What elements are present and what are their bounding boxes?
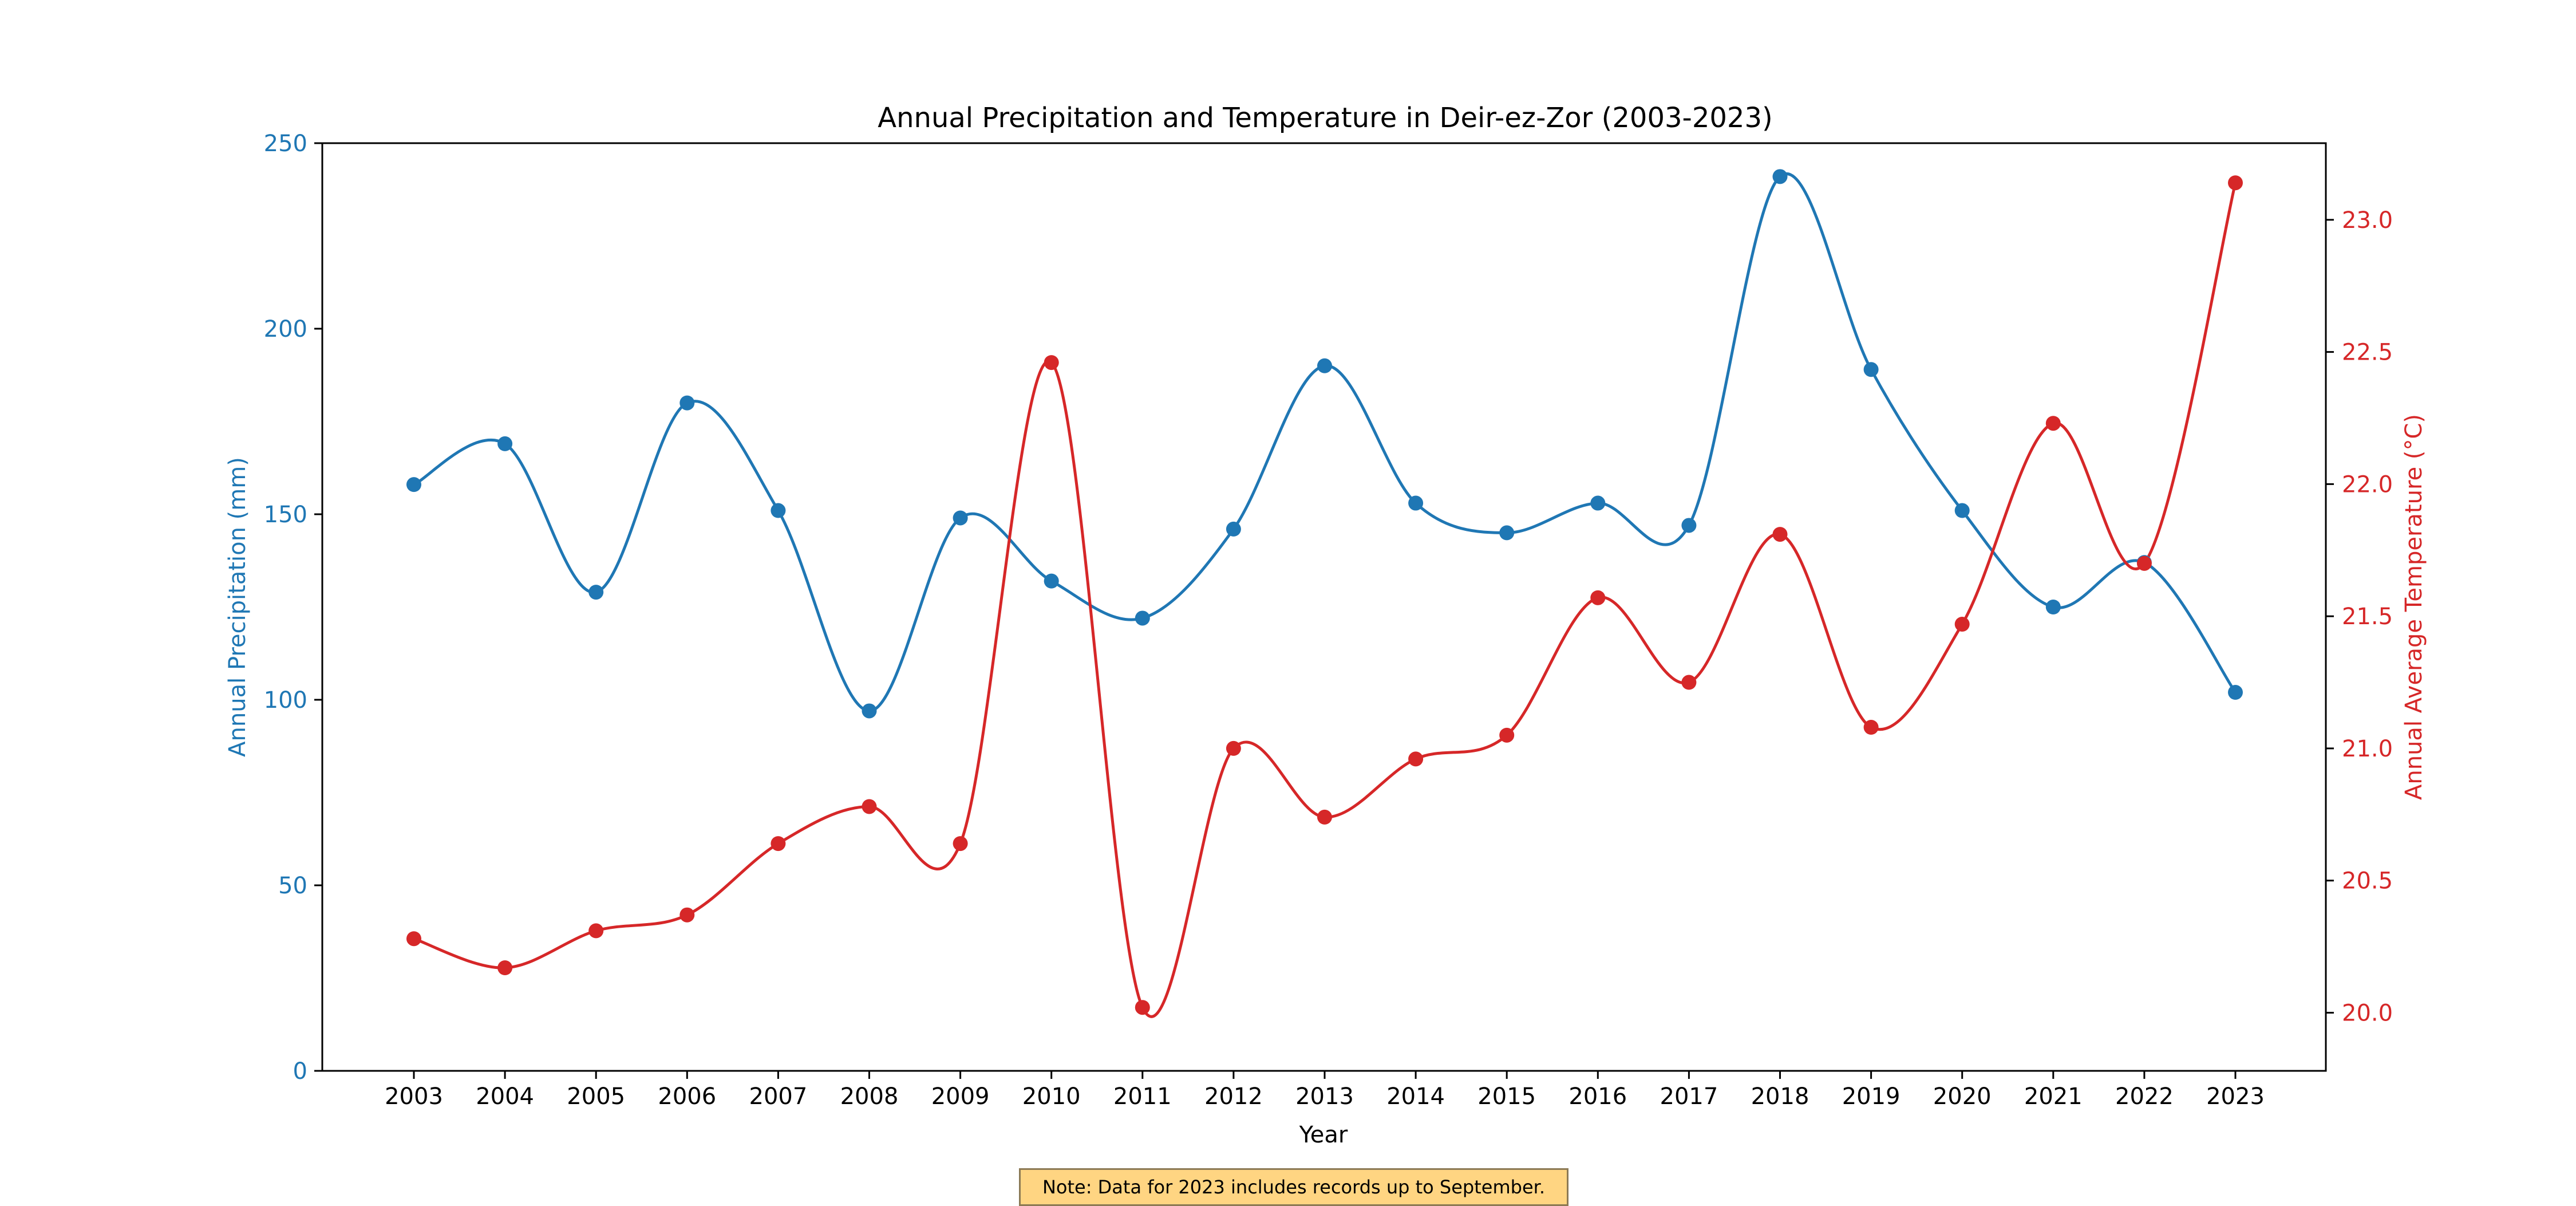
precipitation-point	[1408, 495, 1424, 511]
chart-title: Annual Precipitation and Temperature in …	[878, 102, 1772, 134]
x-tick-label: 2010	[1022, 1083, 1081, 1110]
precipitation-point	[679, 395, 695, 411]
x-tick-label: 2011	[1113, 1083, 1172, 1110]
precipitation-point	[1499, 525, 1515, 541]
temperature-point	[2228, 175, 2243, 191]
temperature-point	[1681, 675, 1697, 690]
temperature-point	[1135, 1000, 1150, 1015]
temperature-point	[771, 836, 786, 852]
x-tick-label: 2022	[2115, 1083, 2174, 1110]
x-tick-label: 2017	[1660, 1083, 1718, 1110]
temperature-point	[588, 923, 604, 939]
temperature-series-line	[413, 182, 2237, 1018]
temperature-point	[1954, 617, 1970, 632]
temperature-point	[1590, 590, 1606, 605]
temperature-point	[1863, 720, 1879, 735]
precipitation-point	[1954, 503, 1970, 518]
precipitation-point	[1681, 518, 1697, 533]
temperature-point	[2045, 416, 2061, 431]
x-tick-label: 2005	[567, 1083, 625, 1110]
temperature-point	[953, 836, 968, 852]
x-tick-label: 2014	[1386, 1083, 1445, 1110]
x-tick-label: 2003	[385, 1083, 443, 1110]
y-right-tick-label: 22.0	[2342, 471, 2393, 498]
y-left-tick-label: 150	[264, 502, 307, 528]
precipitation-point	[497, 436, 513, 451]
x-tick-label: 2007	[749, 1083, 808, 1110]
footnote-text: Note: Data for 2023 includes records up …	[1042, 1176, 1546, 1198]
temperature-point	[1226, 740, 1241, 756]
x-tick-label: 2015	[1477, 1083, 1536, 1110]
x-tick-label: 2018	[1751, 1083, 1809, 1110]
temperature-point	[1317, 809, 1332, 825]
x-tick-label: 2008	[840, 1083, 899, 1110]
x-tick-label: 2012	[1204, 1083, 1263, 1110]
y-left-tick-label: 100	[264, 687, 307, 714]
precipitation-point	[1590, 495, 1606, 511]
precipitation-point	[1317, 358, 1332, 373]
precipitation-point	[2045, 600, 2061, 614]
y-right-tick-label: 20.0	[2342, 1000, 2393, 1026]
y-left-tick-label: 50	[278, 873, 307, 899]
x-tick-label: 2009	[931, 1083, 990, 1110]
precipitation-point	[2228, 685, 2243, 700]
precipitation-point	[771, 503, 786, 518]
temperature-point	[1044, 355, 1059, 371]
precipitation-point	[862, 703, 877, 719]
temperature-point	[406, 931, 421, 947]
x-tick-label: 2004	[476, 1083, 534, 1110]
x-axis-label: Year	[1299, 1122, 1348, 1148]
x-tick-label: 2019	[1842, 1083, 1901, 1110]
precipitation-point	[1863, 362, 1879, 377]
x-tick-label: 2006	[658, 1083, 716, 1110]
y-left-axis-label: Annual Precipitation (mm)	[224, 457, 251, 757]
x-tick-label: 2023	[2206, 1083, 2265, 1110]
y-left-tick-label: 200	[264, 316, 307, 342]
y-right-tick-label: 22.5	[2342, 340, 2393, 366]
x-tick-label: 2021	[2024, 1083, 2083, 1110]
y-right-tick-label: 21.0	[2342, 736, 2393, 762]
precipitation-point	[1772, 169, 1788, 184]
plot-frame	[321, 142, 2327, 1072]
temperature-point	[679, 907, 695, 923]
precipitation-point	[406, 477, 421, 492]
y-left-tick-label: 0	[293, 1058, 307, 1085]
temperature-point	[1499, 727, 1515, 743]
precipitation-point	[953, 510, 968, 526]
x-tick-label: 2013	[1295, 1083, 1354, 1110]
temperature-point	[1408, 751, 1424, 767]
y-left-tick-label: 250	[264, 131, 307, 157]
precipitation-point	[1044, 573, 1059, 589]
temperature-point	[862, 799, 877, 814]
temperature-point	[2136, 555, 2152, 571]
x-tick-label: 2016	[1568, 1083, 1627, 1110]
precipitation-point	[1226, 521, 1241, 537]
precipitation-point	[588, 585, 604, 600]
y-right-tick-label: 21.5	[2342, 604, 2393, 630]
footnote-box: Note: Data for 2023 includes records up …	[1019, 1168, 1568, 1206]
temperature-point	[497, 960, 513, 975]
y-right-axis-label: Annual Average Temperature (°C)	[2401, 414, 2427, 800]
precipitation-point	[1135, 610, 1150, 626]
x-tick-label: 2020	[1933, 1083, 1992, 1110]
temperature-point	[1772, 527, 1788, 542]
y-right-tick-label: 20.5	[2342, 868, 2393, 894]
y-right-tick-label: 23.0	[2342, 207, 2393, 234]
